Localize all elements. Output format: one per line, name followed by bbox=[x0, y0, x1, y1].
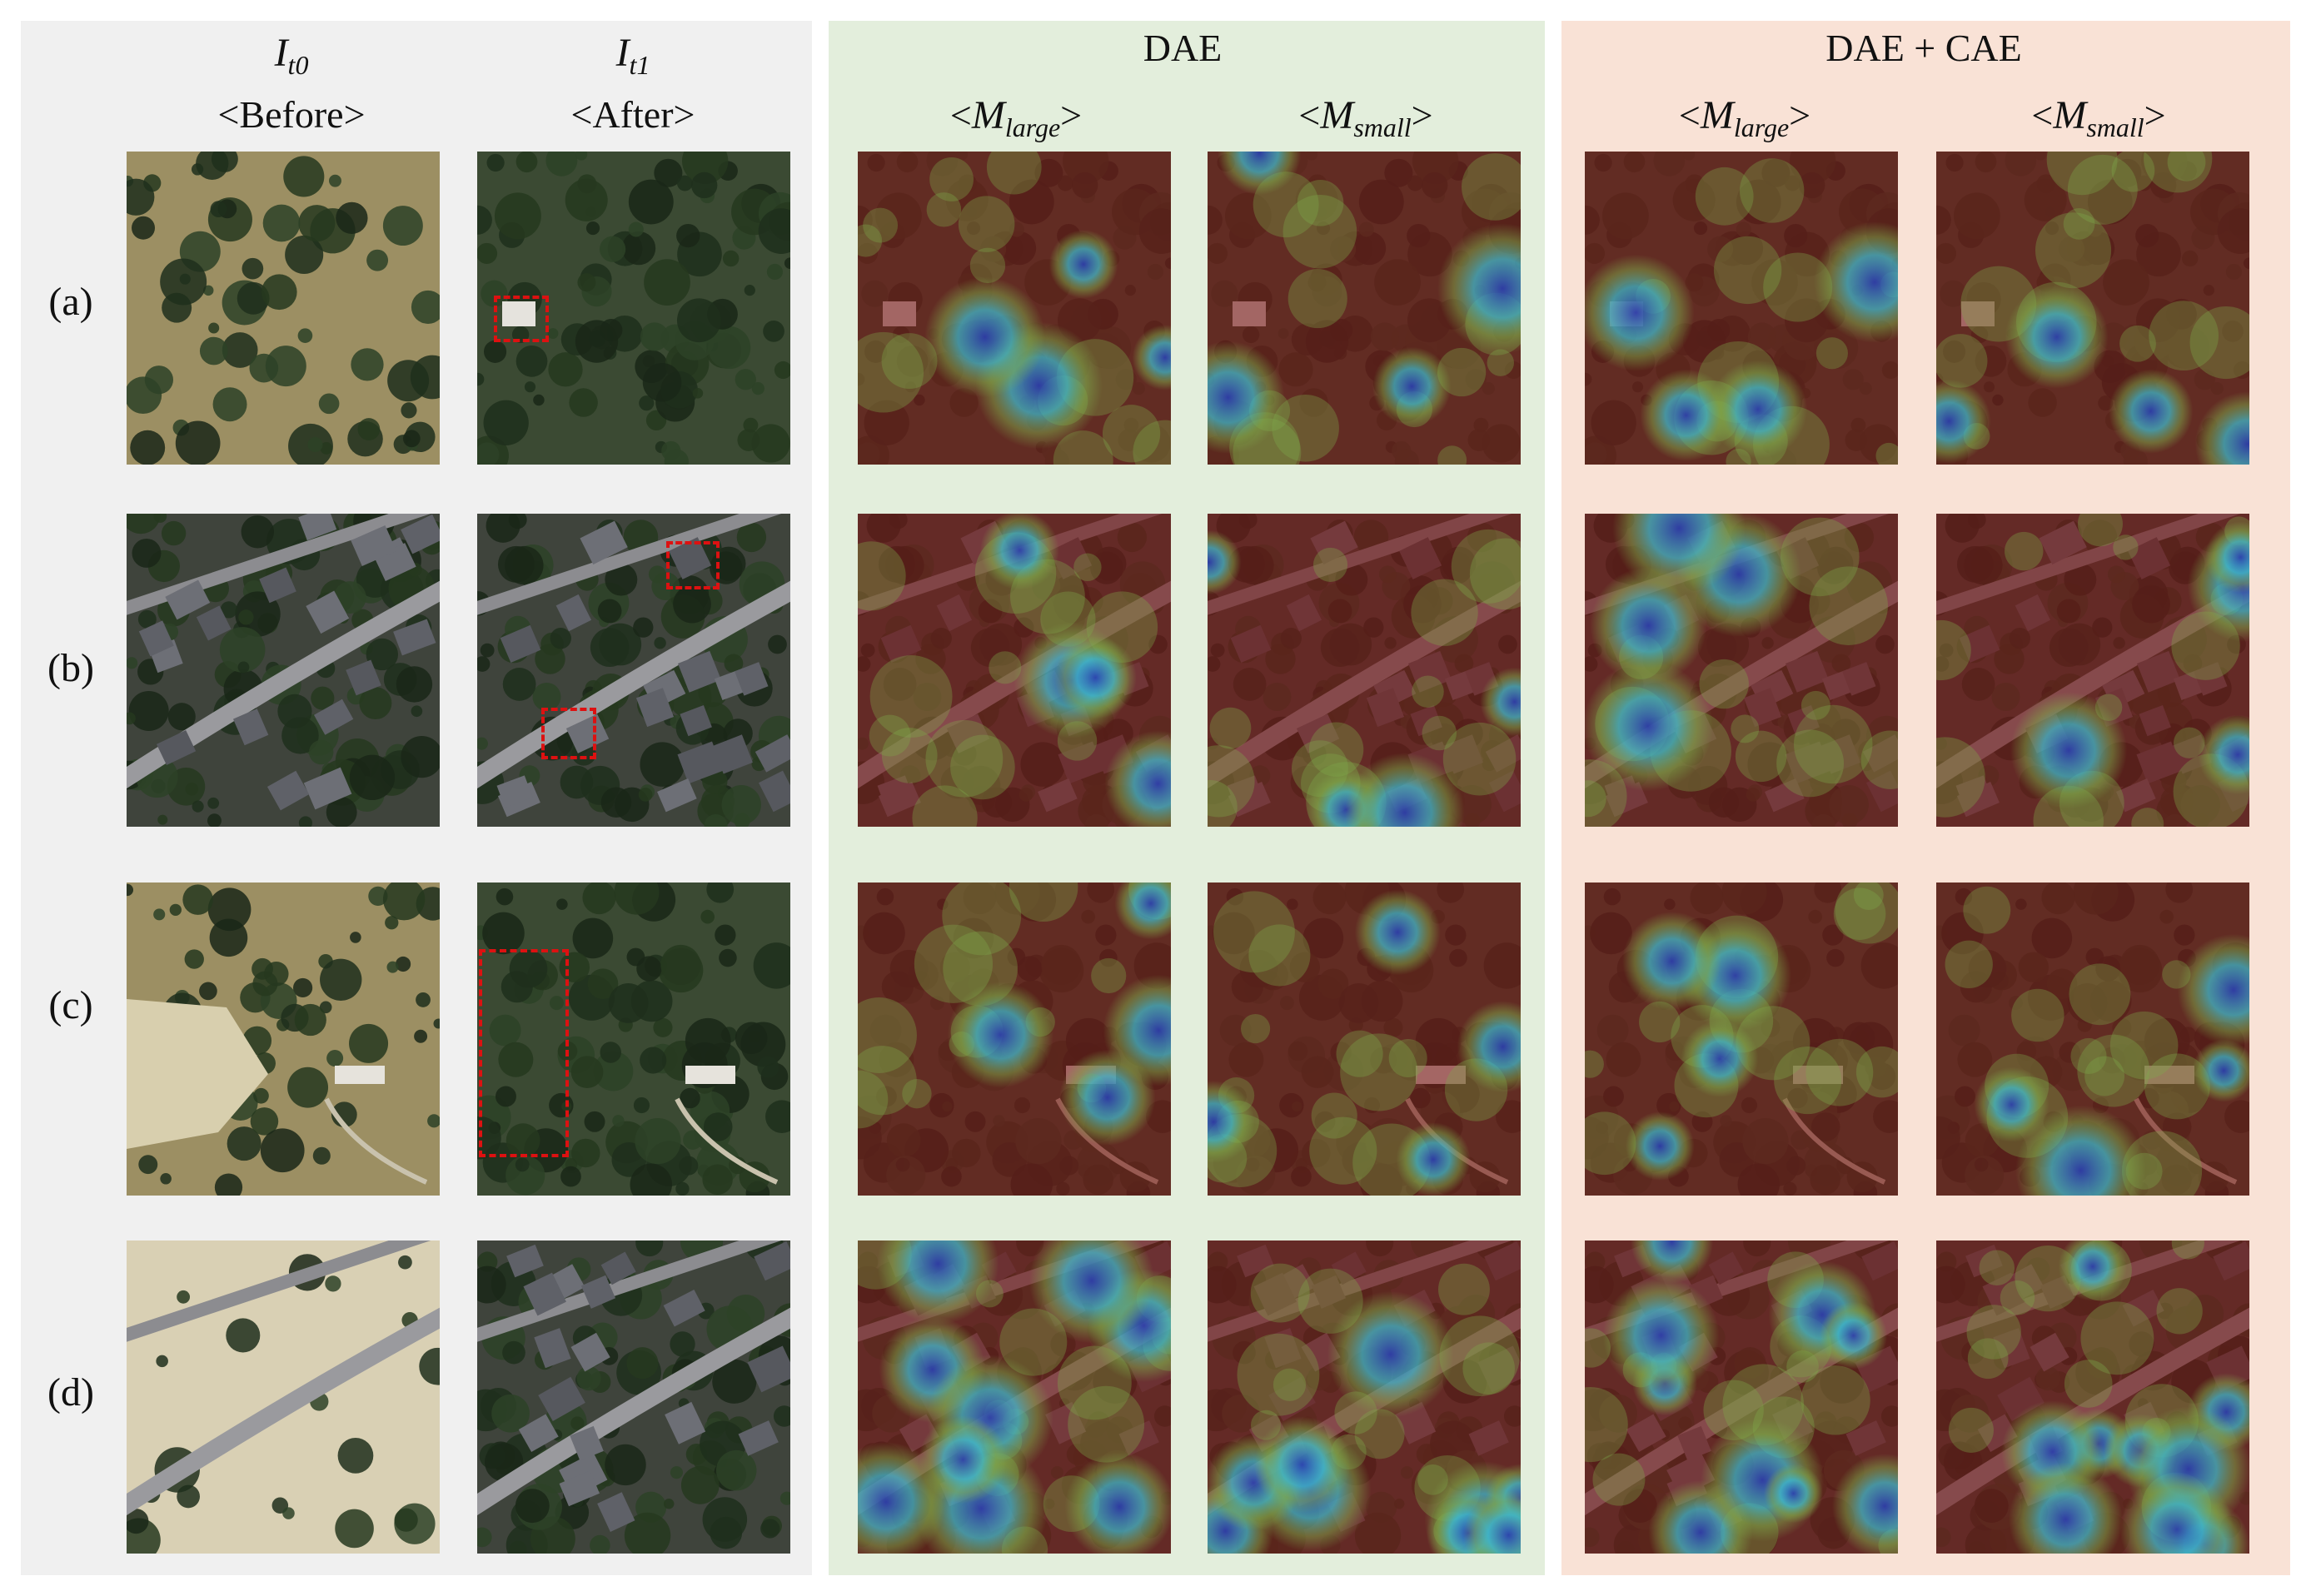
row-d-before-image bbox=[127, 1241, 440, 1554]
row-a-dae-m-large-map bbox=[858, 152, 1171, 465]
row-b-before-image bbox=[127, 514, 440, 827]
row-b-dae-cae-m-large-map bbox=[1585, 514, 1898, 827]
row-c-dae-m-large-map bbox=[858, 883, 1171, 1196]
row-label-a: (a) bbox=[48, 280, 93, 324]
row-c-dae-cae-m-small-map bbox=[1936, 883, 2249, 1196]
cae-m-large-header: <Mlarge> bbox=[1678, 93, 1811, 142]
row-label-b: (b) bbox=[47, 646, 94, 690]
row-c-dae-cae-m-large-map bbox=[1585, 883, 1898, 1196]
change-region-box-3 bbox=[541, 708, 596, 759]
row-b-dae-cae-m-small-map bbox=[1936, 514, 2249, 827]
dae-title: DAE bbox=[1143, 27, 1223, 69]
row-c-dae-m-small-map bbox=[1208, 883, 1521, 1196]
row-d-dae-m-large-map bbox=[858, 1241, 1171, 1554]
dae-cae-title: DAE + CAE bbox=[1825, 27, 2022, 69]
row-a-dae-cae-m-large-map bbox=[1585, 152, 1898, 465]
row-b-dae-m-small-map bbox=[1208, 514, 1521, 827]
col-caption-after: <After> bbox=[570, 93, 695, 136]
change-region-box-1 bbox=[494, 296, 549, 342]
change-region-box-2 bbox=[666, 541, 720, 589]
row-a-dae-cae-m-small-map bbox=[1936, 152, 2249, 465]
row-d-dae-cae-m-small-map bbox=[1936, 1241, 2249, 1554]
row-c-before-image bbox=[127, 883, 440, 1196]
row-d-dae-m-small-map bbox=[1208, 1241, 1521, 1554]
row-b-after-image bbox=[477, 514, 790, 827]
row-d-after-image bbox=[477, 1241, 790, 1554]
row-a-dae-m-small-map bbox=[1208, 152, 1521, 465]
row-b-dae-m-large-map bbox=[858, 514, 1171, 827]
row-d-dae-cae-m-large-map bbox=[1585, 1241, 1898, 1554]
row-label-c: (c) bbox=[48, 983, 93, 1027]
cae-m-small-header: <Msmall> bbox=[2031, 93, 2166, 142]
col-header-t1: It1 bbox=[615, 31, 650, 80]
row-a-before-image bbox=[127, 152, 440, 465]
row-a-after-image bbox=[477, 152, 790, 465]
col-caption-before: <Before> bbox=[217, 93, 366, 136]
dae-m-small-header: <Msmall> bbox=[1298, 93, 1433, 142]
row-c-after-image bbox=[477, 883, 790, 1196]
change-region-box-4 bbox=[479, 949, 569, 1157]
dae-m-large-header: <Mlarge> bbox=[949, 93, 1083, 142]
col-header-t0: It0 bbox=[274, 31, 309, 80]
row-label-d: (d) bbox=[47, 1370, 94, 1415]
